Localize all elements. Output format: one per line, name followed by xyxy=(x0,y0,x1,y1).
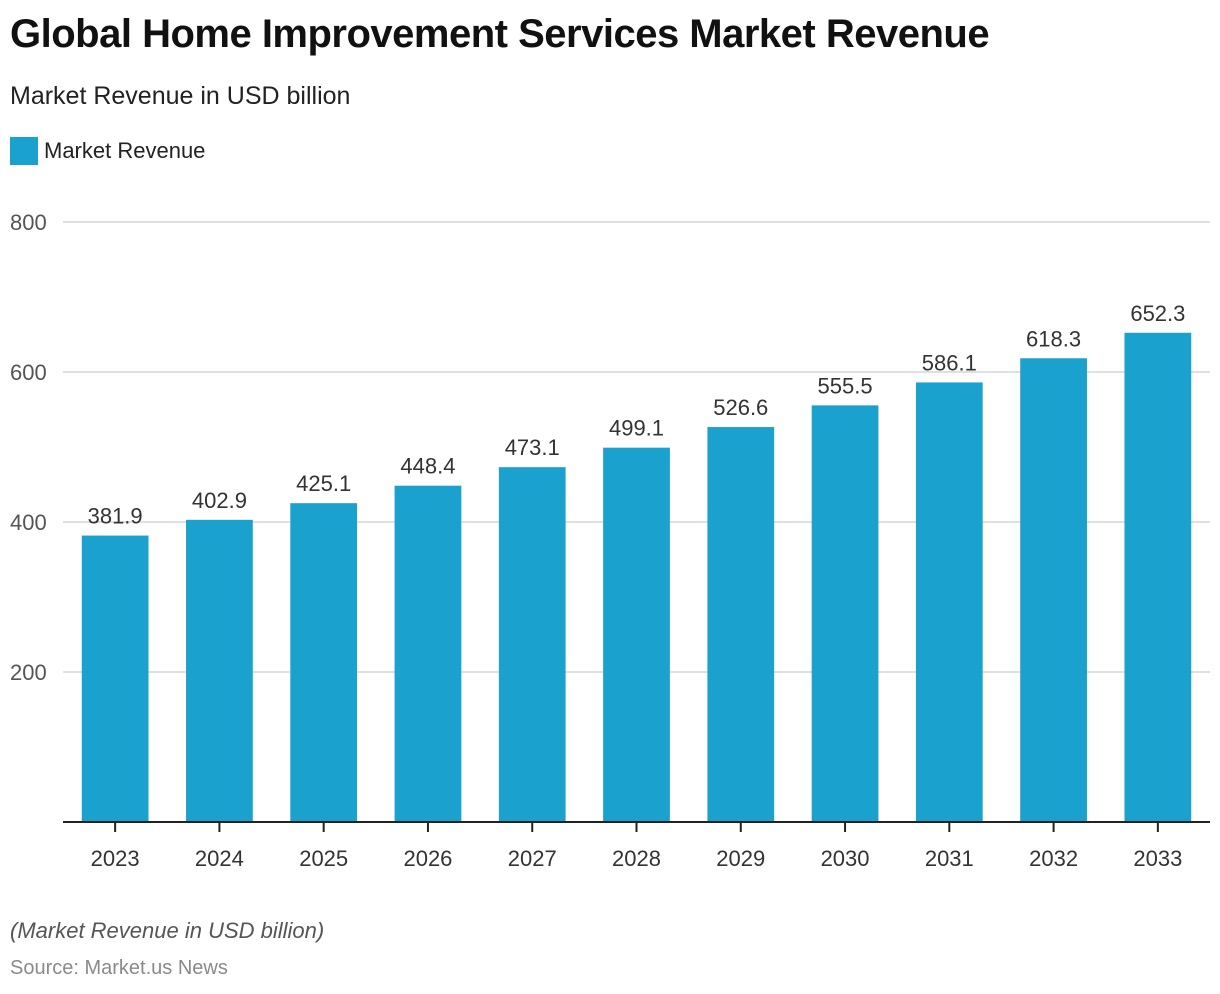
y-tick-label: 200 xyxy=(10,660,47,685)
chart-title: Global Home Improvement Services Market … xyxy=(10,12,990,56)
x-tick-label: 2027 xyxy=(508,846,557,871)
bar xyxy=(1124,332,1192,822)
data-label: 402.9 xyxy=(192,488,247,513)
legend-swatch xyxy=(10,137,38,165)
x-tick-label: 2033 xyxy=(1133,846,1182,871)
x-tick-label: 2031 xyxy=(925,846,974,871)
y-tick-label: 800 xyxy=(10,210,47,235)
x-tick-label: 2024 xyxy=(195,846,244,871)
bar xyxy=(811,405,879,822)
bar xyxy=(81,535,149,822)
data-label: 381.9 xyxy=(88,504,143,529)
x-tick-label: 2023 xyxy=(91,846,140,871)
chart-source: Source: Market.us News xyxy=(10,957,228,979)
bar xyxy=(603,447,670,822)
x-tick-label: 2028 xyxy=(612,846,661,871)
data-label: 448.4 xyxy=(400,454,455,479)
chart-subtitle: Market Revenue in USD billion xyxy=(10,82,351,110)
legend-label: Market Revenue xyxy=(44,138,206,163)
data-label: 473.1 xyxy=(505,435,560,460)
x-tick-label: 2029 xyxy=(716,846,765,871)
chart-note: (Market Revenue in USD billion) xyxy=(10,918,325,943)
data-label: 555.5 xyxy=(818,373,873,398)
data-label: 652.3 xyxy=(1130,301,1185,326)
x-tick-label: 2032 xyxy=(1029,846,1078,871)
data-label: 618.3 xyxy=(1026,326,1081,351)
bar xyxy=(707,427,775,822)
data-label: 526.6 xyxy=(713,395,768,420)
bar xyxy=(498,467,566,822)
bar xyxy=(394,485,462,822)
bar xyxy=(915,382,983,822)
data-label: 425.1 xyxy=(296,471,351,496)
data-label: 499.1 xyxy=(609,416,664,441)
legend: Market Revenue xyxy=(10,137,205,165)
data-label: 586.1 xyxy=(922,350,977,375)
bar xyxy=(290,503,358,822)
bar xyxy=(186,519,253,822)
x-tick-label: 2026 xyxy=(403,846,452,871)
x-tick-label: 2030 xyxy=(821,846,870,871)
x-tick-label: 2025 xyxy=(299,846,348,871)
bar xyxy=(1020,358,1087,822)
y-tick-label: 600 xyxy=(10,360,47,385)
y-tick-label: 400 xyxy=(10,510,47,535)
